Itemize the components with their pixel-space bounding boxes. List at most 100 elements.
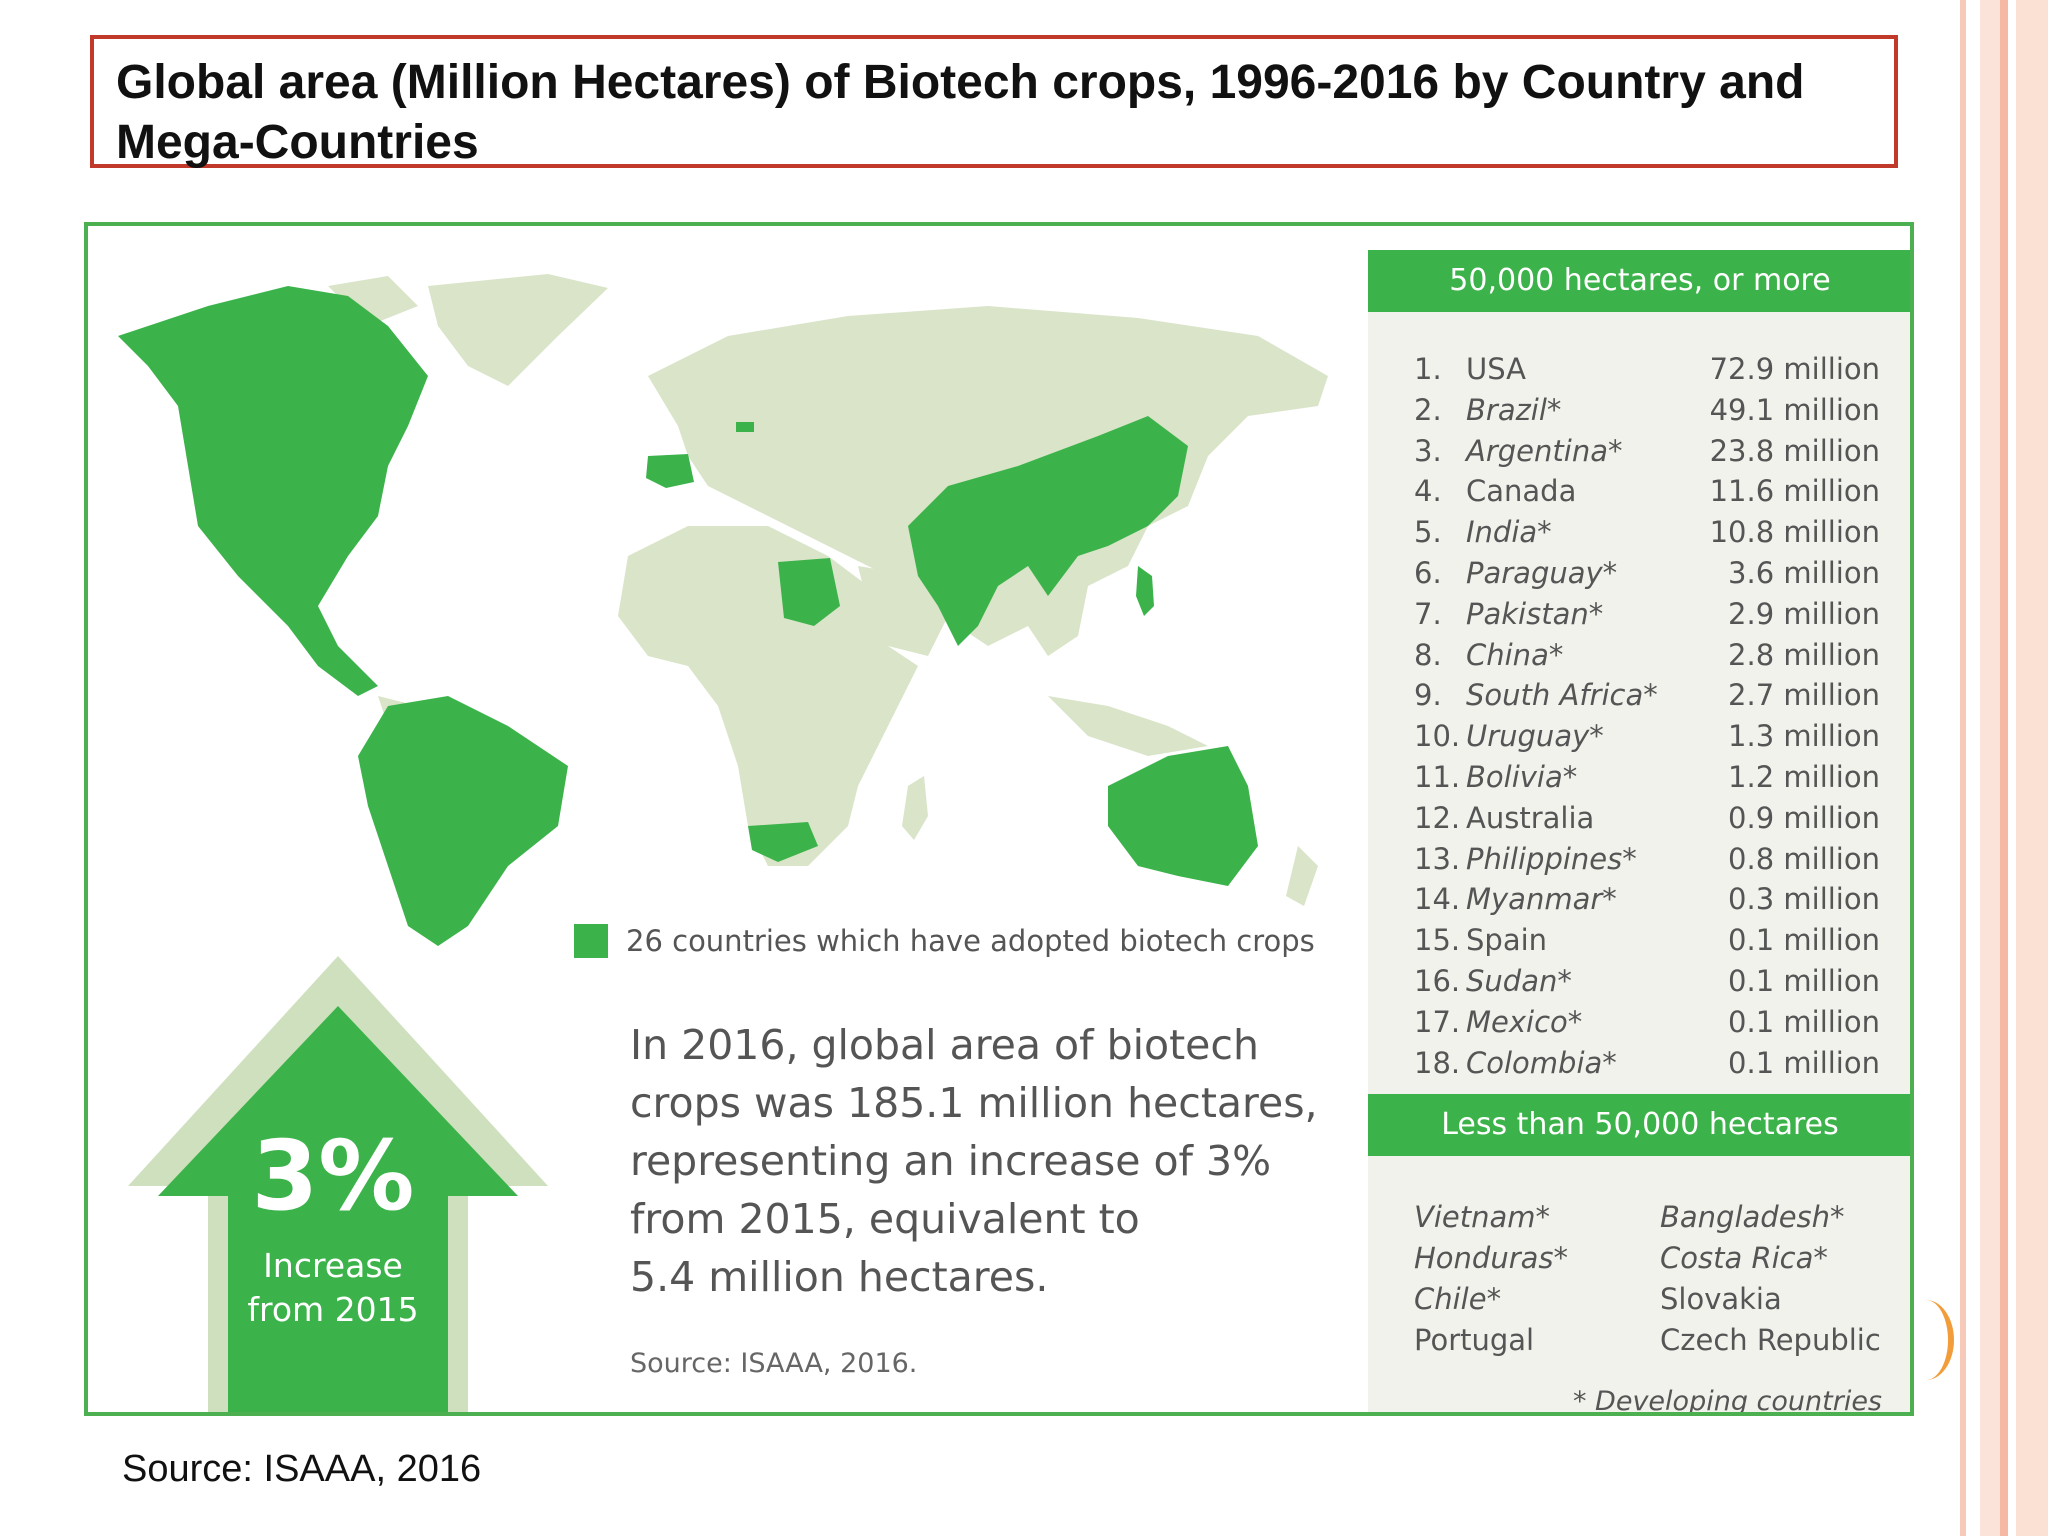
increase-arrow: [128, 956, 548, 1412]
map-south-america: [358, 696, 568, 946]
country-rank: 1.: [1414, 352, 1442, 386]
small-adopter-country: Chile*: [1414, 1282, 1502, 1316]
map-madagascar: [902, 776, 928, 840]
list-item: 5. India* 10.8 million: [1414, 511, 1880, 552]
country-ranking-panel: 50,000 hectares, or more 1. USA 72.9 milli…: [1368, 250, 1910, 1416]
country-name: Australia: [1466, 800, 1595, 835]
country-area: 72.9 million: [1709, 352, 1880, 386]
small-adopter-country: Portugal: [1414, 1323, 1535, 1357]
large-adopters-header: 50,000 hectares, or more: [1368, 250, 1910, 312]
small-adopter-country: Czech Republic: [1660, 1323, 1881, 1357]
country-area: 3.6 million: [1728, 555, 1880, 590]
list-item: 1. USA 72.9 million: [1414, 348, 1880, 389]
country-name: Paraguay*: [1466, 555, 1618, 590]
increase-percent: 3%: [251, 1120, 415, 1232]
summary-line: from 2015, equivalent to: [630, 1195, 1140, 1243]
list-item: 12. Australia 0.9 million: [1414, 797, 1880, 838]
list-item: 16. Sudan* 0.1 million: [1414, 960, 1880, 1001]
country-name: India*: [1466, 515, 1552, 550]
country-rank: 17.: [1414, 1004, 1461, 1039]
map-legend: 26 countries which have adopted biotech …: [574, 924, 1315, 958]
country-name: USA: [1466, 352, 1527, 386]
country-name: South Africa*: [1466, 678, 1658, 713]
increase-caption: Increase from 2015: [218, 1244, 448, 1332]
map-south-africa: [748, 822, 818, 862]
map-central-europe: [736, 422, 754, 432]
country-rank: 13.: [1414, 841, 1461, 876]
country-name: Argentina*: [1466, 433, 1623, 468]
small-adopter-country: Vietnam*: [1414, 1200, 1551, 1234]
list-item: 3. Argentina* 23.8 million: [1414, 430, 1880, 471]
country-area: 0.9 million: [1728, 800, 1880, 835]
map-south-asia-china: [908, 416, 1188, 646]
country-name: China*: [1466, 637, 1564, 672]
country-name: Bolivia*: [1466, 759, 1578, 794]
country-rank: 5.: [1414, 515, 1442, 550]
map-new-zealand: [1286, 846, 1318, 906]
country-rank: 18.: [1414, 1045, 1461, 1080]
slide-title-text: Global area (Million Hectares) of Biotec…: [116, 56, 1805, 169]
country-rank: 10.: [1414, 719, 1461, 754]
country-area: 10.8 million: [1709, 515, 1880, 550]
small-adopters-header: Less than 50,000 hectares: [1368, 1094, 1910, 1156]
map-sudan: [778, 558, 840, 626]
infographic-source: Source: ISAAA, 2016.: [630, 1348, 918, 1379]
list-item: 14. Myanmar* 0.3 million: [1414, 878, 1880, 919]
country-area: 23.8 million: [1709, 433, 1880, 468]
list-item: 9. South Africa* 2.7 million: [1414, 674, 1880, 715]
map-australia: [1108, 746, 1258, 886]
increase-caption-line: Increase: [263, 1246, 403, 1285]
country-name: Sudan*: [1466, 963, 1572, 998]
map-north-america: [118, 286, 428, 696]
country-area: 2.7 million: [1728, 678, 1880, 713]
country-area: 0.1 million: [1728, 963, 1880, 998]
list-item: 10. Uruguay* 1.3 million: [1414, 715, 1880, 756]
country-area: 0.3 million: [1728, 882, 1880, 917]
biotech-infographic: 26 countries which have adopted biotech …: [84, 222, 1914, 1416]
country-rank: 6.: [1414, 555, 1442, 590]
large-adopters-list: 1. USA 72.9 million 2. Brazil* 49.1 million 3.…: [1414, 348, 1880, 1082]
map-arctic-islands: [328, 276, 418, 326]
decorative-border-stripe: [2016, 0, 2048, 1536]
country-name: Colombia*: [1466, 1045, 1617, 1080]
country-name: Canada: [1466, 474, 1577, 509]
country-area: 2.9 million: [1728, 596, 1880, 631]
list-item: 17. Mexico* 0.1 million: [1414, 1001, 1880, 1042]
country-area: 2.8 million: [1728, 637, 1880, 672]
world-map: [118, 274, 1328, 946]
country-area: 1.3 million: [1728, 719, 1880, 754]
summary-line: representing an increase of 3%: [630, 1137, 1272, 1185]
country-rank: 16.: [1414, 963, 1461, 998]
list-item: 6. Paraguay* 3.6 million: [1414, 552, 1880, 593]
country-area: 11.6 million: [1709, 474, 1880, 509]
list-item: 4. Canada 11.6 million: [1414, 470, 1880, 511]
country-name: Brazil*: [1466, 392, 1562, 427]
map-greenland: [428, 274, 608, 386]
list-item: 2. Brazil* 49.1 million: [1414, 389, 1880, 430]
map-indonesia: [1048, 696, 1208, 756]
country-area: 49.1 million: [1709, 392, 1880, 427]
list-item: 15. Spain 0.1 million: [1414, 919, 1880, 960]
country-name: Philippines*: [1466, 841, 1637, 876]
list-item: 11. Bolivia* 1.2 million: [1414, 756, 1880, 797]
map-africa: [618, 526, 918, 866]
list-item: 13. Philippines* 0.8 million: [1414, 838, 1880, 879]
summary-line: crops was 185.1 million hectares,: [630, 1079, 1318, 1127]
summary-text: In 2016, global area of biotech crops wa…: [630, 1016, 1330, 1306]
country-name: Mexico*: [1466, 1004, 1583, 1039]
country-area: 0.1 million: [1728, 1045, 1880, 1080]
country-name: Myanmar*: [1466, 882, 1617, 917]
developing-countries-footnote: * Developing countries: [1572, 1386, 1882, 1416]
list-item: 18. Colombia* 0.1 million: [1414, 1042, 1880, 1083]
summary-line: 5.4 million hectares.: [630, 1253, 1049, 1301]
summary-line: In 2016, global area of biotech: [630, 1021, 1259, 1069]
legend-swatch: [574, 924, 608, 958]
map-arabia: [858, 566, 948, 656]
country-area: 0.1 million: [1728, 1004, 1880, 1039]
country-rank: 7.: [1414, 596, 1442, 631]
orange-circle-decoration: [1898, 1300, 1954, 1380]
list-item: 7. Pakistan* 2.9 million: [1414, 593, 1880, 634]
decorative-border-stripe: [1980, 0, 2000, 1536]
small-adopter-country: Slovakia: [1660, 1282, 1782, 1316]
small-adopter-country: Bangladesh*: [1660, 1200, 1845, 1234]
